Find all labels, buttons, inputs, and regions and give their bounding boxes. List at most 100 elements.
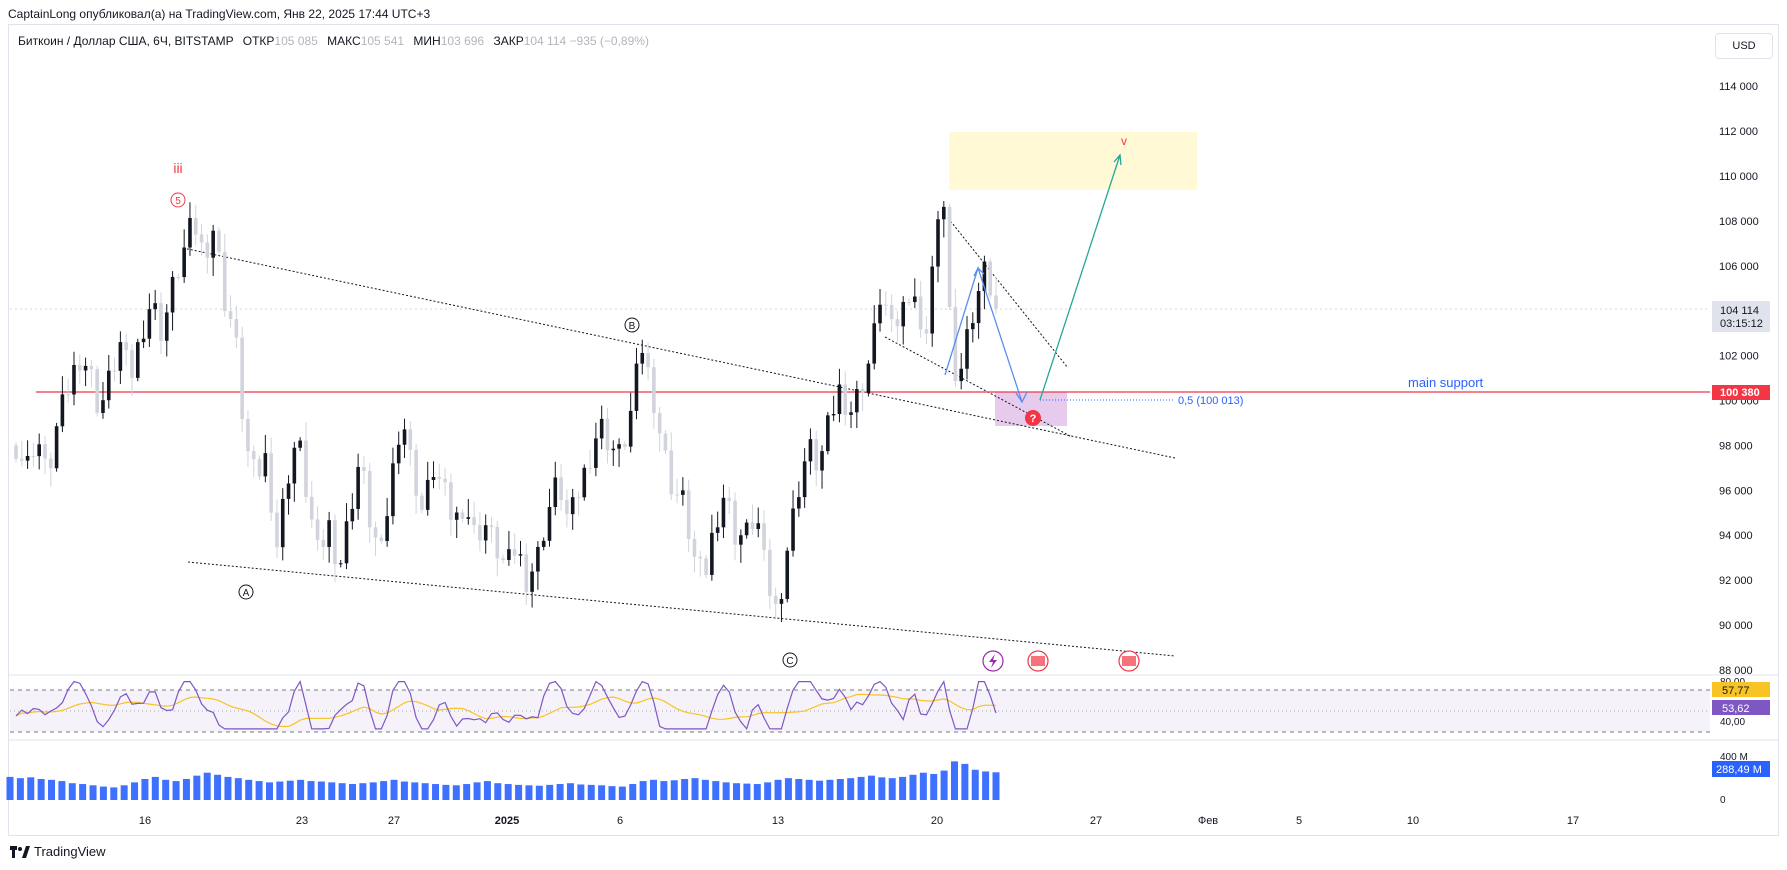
volume-bar xyxy=(463,784,471,800)
chart-canvas[interactable]: iii 5 B A C v main support 0,5 (100 013)… xyxy=(0,0,1787,840)
volume-bar xyxy=(68,783,76,800)
volume-bar xyxy=(836,779,844,800)
volume-bar xyxy=(899,776,907,800)
candle-body xyxy=(356,466,360,509)
symbol-title[interactable]: Биткоин / Доллар США, 6Ч, BITSTAMP xyxy=(18,34,234,48)
volume-bar xyxy=(753,784,761,800)
candle-body xyxy=(739,535,743,545)
candle-body xyxy=(66,394,70,396)
candle-body xyxy=(147,309,152,339)
countdown-text: 03:15:12 xyxy=(1720,318,1763,330)
time-tick-label: 16 xyxy=(139,815,151,827)
candle-body xyxy=(802,461,807,498)
price-axis[interactable]: 88 000 90 000 92 000 94 000 96 000 98 000 100 … xyxy=(1719,81,1759,677)
rsi-pane[interactable]: 80,00 40,00 57,77 53,62 xyxy=(8,674,1779,733)
candle-body xyxy=(489,525,494,527)
volume-bar xyxy=(587,784,595,800)
candle-body xyxy=(60,394,65,427)
published-line: CaptainLong опубликовал(а) на TradingVie… xyxy=(8,7,431,21)
high-label: МАКС xyxy=(327,34,361,48)
candle-body xyxy=(930,266,935,334)
price-tick-label: 110 000 xyxy=(1719,171,1758,183)
candle-body xyxy=(454,512,459,520)
volume-bar xyxy=(193,775,201,800)
candle-body xyxy=(19,458,24,461)
candle-body xyxy=(234,319,239,338)
candle-body xyxy=(866,363,871,394)
target-zone xyxy=(949,132,1197,190)
volume-bar xyxy=(452,785,460,800)
volume-bar xyxy=(930,773,938,800)
candle-body xyxy=(953,306,958,382)
currency-button[interactable]: USD xyxy=(1715,33,1773,59)
candle-body xyxy=(95,369,99,413)
rsi-tag xyxy=(1712,700,1770,715)
candle-body xyxy=(188,218,192,248)
candle-body xyxy=(634,363,639,411)
volume-bar xyxy=(857,776,865,800)
candle-body xyxy=(727,497,732,501)
volume-pane[interactable]: 400 M 0 288,49 M xyxy=(6,739,1780,806)
candle-body xyxy=(466,517,471,519)
candle-body xyxy=(315,519,320,540)
volume-bar xyxy=(421,783,429,800)
price-tick-label: 108 000 xyxy=(1719,216,1759,228)
candle-body xyxy=(298,440,302,448)
candle-body xyxy=(106,370,111,401)
wave-labels-layer: iii 5 B A C v main support 0,5 (100 013)… xyxy=(170,134,1484,668)
candle-body xyxy=(217,230,221,252)
volume-bar xyxy=(6,776,14,800)
candle-body xyxy=(338,563,343,565)
volume-bar xyxy=(919,772,927,800)
support-price-text: 100 380 xyxy=(1720,387,1760,399)
volume-bar xyxy=(784,778,792,800)
candle-body xyxy=(559,477,563,500)
candle-body xyxy=(77,364,82,371)
volume-bar xyxy=(255,781,263,800)
volume-bar xyxy=(743,783,751,800)
question-marker-icon[interactable] xyxy=(1025,410,1041,426)
candle-body xyxy=(31,456,36,458)
candle-body xyxy=(101,400,105,413)
volume-bar xyxy=(774,779,782,800)
flag-glyph-icon-1 xyxy=(1031,656,1045,666)
flag-upper-line xyxy=(947,217,1069,369)
arrow-head-green-icon xyxy=(1113,153,1122,166)
candle-body xyxy=(837,384,842,415)
candle-body xyxy=(269,453,273,513)
candle-body xyxy=(43,444,47,459)
candle-body xyxy=(756,523,761,529)
candle-body xyxy=(617,444,621,449)
time-axis[interactable]: 16 23 27 2025 6 13 20 27 Фев 5 10 17 xyxy=(139,815,1579,827)
price-tick-label: 112 000 xyxy=(1719,126,1758,138)
high-value: 105 541 xyxy=(360,34,405,48)
open-value: 105 085 xyxy=(274,34,318,48)
candle-body xyxy=(913,296,917,303)
time-tick-label: 20 xyxy=(931,815,943,827)
candle-body xyxy=(698,556,703,559)
volume-bar xyxy=(515,784,523,800)
candle-body xyxy=(240,337,244,419)
volume-bar xyxy=(525,785,533,800)
candle-body xyxy=(721,497,726,528)
candle-body xyxy=(889,304,894,320)
candle-body xyxy=(478,525,482,541)
volume-bar xyxy=(380,781,388,800)
candle-body xyxy=(652,367,656,414)
volume-tick-400: 400 M xyxy=(1720,752,1748,763)
candle-body xyxy=(135,342,140,378)
volume-bar xyxy=(37,779,45,800)
time-tick-label: 6 xyxy=(617,815,623,827)
candle-body xyxy=(385,516,389,541)
candle-body xyxy=(547,507,552,541)
volume-bar xyxy=(48,779,56,800)
candle-body xyxy=(518,554,523,556)
candle-body xyxy=(826,415,830,452)
arrow-head-up-icon xyxy=(973,266,985,277)
candle-body xyxy=(681,490,685,495)
price-tick-label: 102 000 xyxy=(1719,351,1759,363)
candle-body xyxy=(733,500,737,545)
volume-bar xyxy=(224,776,232,800)
candle-body xyxy=(193,218,198,235)
volume-bar xyxy=(660,781,668,800)
